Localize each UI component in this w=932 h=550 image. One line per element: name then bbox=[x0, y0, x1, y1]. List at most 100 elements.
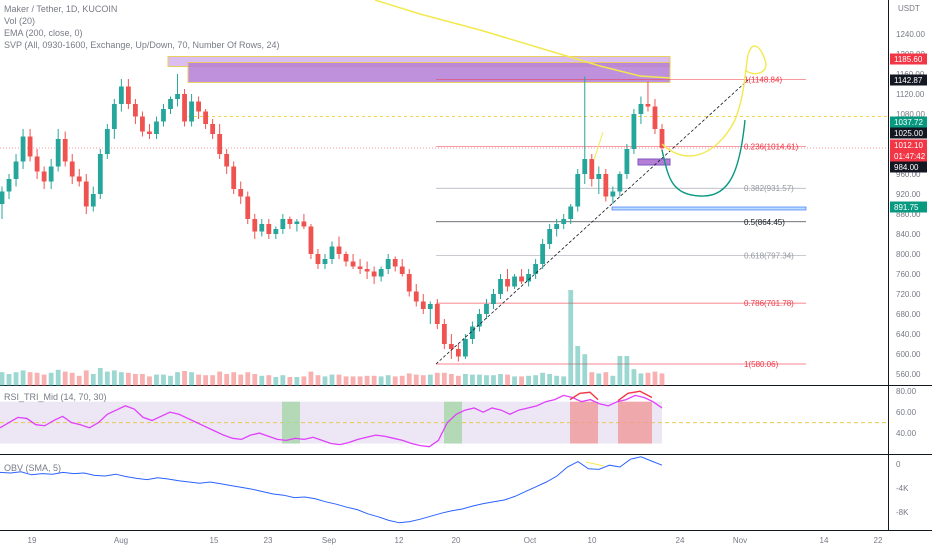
volume-bar bbox=[582, 354, 588, 386]
volume-bar bbox=[364, 375, 370, 386]
volume-bar bbox=[104, 371, 110, 386]
volume-bar bbox=[27, 372, 33, 386]
candle-body bbox=[182, 94, 187, 122]
candle-body bbox=[434, 304, 440, 324]
candle-body bbox=[512, 276, 517, 287]
volume-bar bbox=[259, 375, 265, 386]
price-tick-label: 1240.00 bbox=[896, 30, 925, 39]
volume-bar bbox=[13, 372, 19, 386]
volume-bar bbox=[266, 375, 272, 386]
volume-bar bbox=[547, 374, 553, 386]
obv-indicator-label[interactable]: OBV (SMA, 5) bbox=[4, 463, 62, 473]
volume-bar bbox=[554, 375, 560, 386]
volume-bar bbox=[477, 374, 482, 386]
volume-bar bbox=[287, 377, 293, 386]
candle-body bbox=[189, 101, 194, 122]
volume-bar bbox=[519, 376, 524, 386]
ema-indicator-label[interactable]: EMA (200, close, 0) bbox=[4, 28, 83, 38]
time-tick-label: 24 bbox=[676, 536, 685, 545]
candle-body bbox=[610, 191, 616, 197]
candle-body bbox=[329, 246, 335, 259]
price-tick-label: 800.00 bbox=[896, 250, 921, 259]
price-badge-label: 01:47:42 bbox=[894, 152, 926, 161]
time-tick-label: Sep bbox=[322, 536, 337, 545]
candle-body bbox=[41, 171, 47, 182]
fib-level-label: 0.236(1014.61) bbox=[744, 143, 799, 152]
rsi-overbought-segment bbox=[569, 391, 599, 401]
volume-bar bbox=[526, 375, 531, 386]
price-tick-label: 1120.00 bbox=[896, 90, 925, 99]
candle-body bbox=[378, 269, 384, 277]
volume-bar bbox=[76, 375, 82, 386]
time-tick-label: 23 bbox=[264, 536, 273, 545]
candle-body bbox=[140, 116, 145, 132]
price-tick-label: 680.00 bbox=[896, 310, 921, 319]
price-badge bbox=[890, 116, 927, 128]
volume-bar bbox=[568, 290, 574, 386]
price-badge-label: 891.75 bbox=[894, 203, 919, 212]
candle-body bbox=[343, 254, 349, 262]
candle-body bbox=[55, 139, 61, 167]
volume-bar bbox=[371, 375, 377, 386]
time-tick-label: 14 bbox=[820, 536, 829, 545]
volume-bar bbox=[111, 370, 117, 386]
candle-body bbox=[533, 264, 539, 274]
price-tick-label: 1080.00 bbox=[896, 110, 925, 119]
volume-bar bbox=[273, 377, 279, 386]
candle-body bbox=[596, 174, 602, 179]
candle-body bbox=[90, 194, 96, 207]
volume-bar bbox=[210, 375, 216, 386]
candle-body bbox=[161, 109, 166, 122]
price-badge-label: 1025.00 bbox=[894, 129, 923, 138]
fib-level-label: 1(580.06) bbox=[744, 360, 779, 369]
price-badge bbox=[890, 74, 927, 86]
volume-bar bbox=[0, 372, 5, 386]
candle-body bbox=[238, 189, 244, 197]
candle-body bbox=[62, 139, 68, 162]
candle-body bbox=[624, 149, 630, 174]
candle-body bbox=[308, 226, 314, 254]
volume-bar bbox=[392, 376, 398, 386]
obv-line bbox=[0, 456, 663, 524]
fib-level-label: 0.786(701.78) bbox=[744, 299, 794, 308]
volume-bar bbox=[491, 375, 496, 386]
volume-bar bbox=[561, 376, 567, 386]
vol-indicator-label[interactable]: Vol (20) bbox=[4, 16, 36, 26]
volume-bar bbox=[420, 375, 426, 386]
price-tick-label: 600.00 bbox=[896, 350, 921, 359]
candle-body bbox=[568, 206, 574, 219]
price-tick-label: 640.00 bbox=[896, 330, 921, 339]
volume-bar bbox=[154, 374, 159, 386]
price-unit: USDT bbox=[898, 4, 920, 13]
volume-bar bbox=[463, 374, 468, 386]
volume-bar bbox=[203, 375, 209, 386]
volume-bar bbox=[385, 375, 391, 386]
candle-body bbox=[561, 219, 567, 224]
time-tick-label: Nov bbox=[733, 536, 747, 545]
volume-bar bbox=[182, 371, 187, 386]
volume-bar bbox=[484, 375, 489, 386]
candle-body bbox=[48, 166, 54, 182]
candle-body bbox=[455, 349, 461, 357]
rsi-overbought-zone bbox=[618, 401, 652, 444]
volume-bar bbox=[245, 372, 251, 386]
rsi-indicator-label[interactable]: RSI_TRI_Mid (14, 70, 30) bbox=[4, 392, 107, 402]
price-tick-label: 720.00 bbox=[896, 290, 921, 299]
volume-bar bbox=[617, 356, 623, 386]
volume-bar bbox=[329, 374, 335, 386]
price-badge-label: 1012.10 bbox=[894, 141, 923, 150]
candle-body bbox=[273, 229, 279, 234]
volume-bar bbox=[399, 375, 405, 386]
candle-body bbox=[427, 304, 433, 309]
price-tick-label: 840.00 bbox=[896, 230, 921, 239]
obv-tick-label: -8K bbox=[896, 508, 909, 517]
volume-bar bbox=[118, 372, 124, 386]
candle-body bbox=[147, 131, 152, 134]
candle-body bbox=[175, 94, 180, 99]
rsi-overbought-zone bbox=[570, 401, 598, 444]
price-tick-label: 880.00 bbox=[896, 210, 921, 219]
svp-indicator-label[interactable]: SVP (All, 0930-1600, Exchange, Up/Down, … bbox=[4, 40, 280, 50]
volume-bar bbox=[133, 374, 138, 386]
